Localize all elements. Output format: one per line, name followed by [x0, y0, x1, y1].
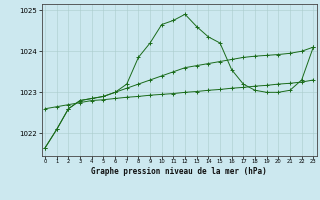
X-axis label: Graphe pression niveau de la mer (hPa): Graphe pression niveau de la mer (hPa): [91, 167, 267, 176]
